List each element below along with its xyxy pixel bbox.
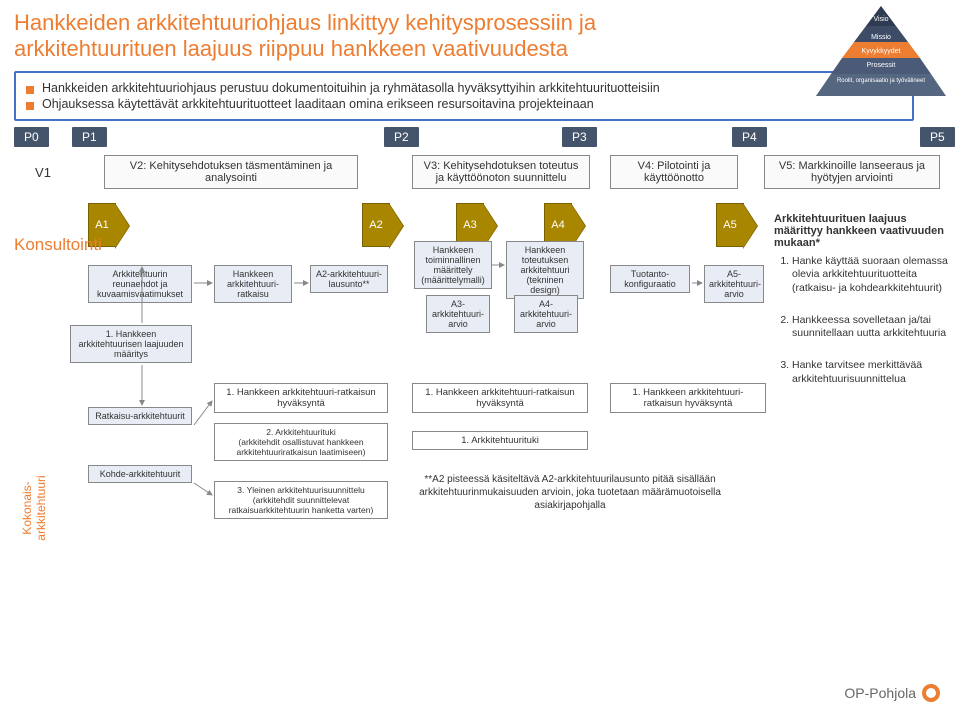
gate-a2: A2 [362,203,390,247]
logo-icon [922,684,940,702]
box-a4arv: A4-arkkitehtuuri-arvio [514,295,578,333]
v2-head: V2: Kehitysehdotuksen täsmentäminen ja a… [104,155,358,189]
rightcol-item-3: Hanke tarvitsee merkittävää arkkitehtuur… [792,359,954,386]
kokonais-ark-label: Kokonais- arkkitehtuuri [20,453,48,563]
v5-head: V5: Markkinoille lanseeraus ja hyötyjen … [764,155,940,189]
phase-p5: P5 [920,127,955,147]
v4-head: V4: Pilotointi ja käyttöönotto [610,155,738,189]
rightcol-head: Arkkitehtuurituen laajuus määrittyy hank… [774,213,954,249]
footer-logo: OP-Pohjola [844,684,940,702]
pyramid-l4: Roolit, organisaatio ja työvälineet [816,78,946,84]
pyramid-l0: Visio [816,16,946,23]
box-tot: Hankkeen toteutuksen arkkitehtuuri (tekn… [506,241,584,299]
rightcol-item-2: Hankkeessa sovelletaan ja/tai suunnitell… [792,314,954,341]
bullet-icon [26,86,34,94]
v3-head: V3: Kehitysehdotuksen toteutus ja käyttö… [412,155,590,189]
phase-p2: P2 [384,127,419,147]
phase-p3: P3 [562,127,597,147]
context-box: Hankkeiden arkkitehtuuriohjaus perustuu … [14,71,914,121]
phase-bar: P0 P1 P2 P3 P4 P5 [14,127,946,151]
box-toim: Hankkeen toiminnallinen määrittely (määr… [414,241,492,289]
pyramid-l2: Kyvykkyydet [816,48,946,55]
v1-label: V1 [14,155,72,180]
box-hankratk: Hankkeen arkkitehtuuri-ratkaisu [214,265,292,303]
box-laajuus: 1. Hankkeen arkkitehtuurisen laajuuden m… [70,325,192,363]
box-hyv3: 1. Hankkeen arkkitehtuuri-ratkaisun hyvä… [610,383,766,413]
bullet-icon [26,102,34,110]
box-a3arv: A3-arkkitehtuuri-arvio [426,295,490,333]
box-kohde: Kohde-arkkitehtuurit [88,465,192,483]
phase-p4: P4 [732,127,767,147]
bullet-2: Ohjauksessa käytettävät arkkitehtuurituo… [42,97,594,111]
pyramid-l3: Prosessit [816,62,946,69]
phase-p0: P0 [14,127,49,147]
box-hyv2: 1. Hankkeen arkkitehtuuri-ratkaisun hyvä… [412,383,588,413]
a2-note: **A2 pisteessä käsiteltävä A2-arkkitehtu… [410,473,730,512]
box-a2laus: A2-arkkitehtuuri-lausunto** [310,265,388,293]
box-tuki2: 2. Arkkitehtuurituki (arkkitehdit osalli… [214,423,388,461]
box-a5arv: A5-arkkitehtuuri-arvio [704,265,764,303]
pyramid-graphic: Visio Missio Kyvykkyydet Prosessit Rooli… [816,6,946,96]
konsultointi-label: Konsultointi [14,235,102,255]
box-reuna: Arkkitehtuurin reunaehdot ja kuvaamisvaa… [88,265,192,303]
logo-text: OP-Pohjola [844,685,916,701]
rightcol-item-1: Hanke käyttää suoraan olemassa olevia ar… [792,255,954,296]
gate-a5: A5 [716,203,744,247]
pyramid-l1: Missio [816,34,946,41]
box-tuki2b: 1. Arkkitehtuurituki [412,431,588,450]
box-tuot: Tuotanto-konfiguraatio [610,265,690,293]
box-hyv1: 1. Hankkeen arkkitehtuuri-ratkaisun hyvä… [214,383,388,413]
box-ylei3: 3. Yleinen arkkitehtuurisuunnittelu (ark… [214,481,388,519]
phase-p1: P1 [72,127,107,147]
box-ratk: Ratkaisu-arkkitehtuurit [88,407,192,425]
page-title: Hankkeiden arkkitehtuuriohjaus linkittyy… [14,10,654,63]
bullet-1: Hankkeiden arkkitehtuuriohjaus perustuu … [42,81,660,95]
